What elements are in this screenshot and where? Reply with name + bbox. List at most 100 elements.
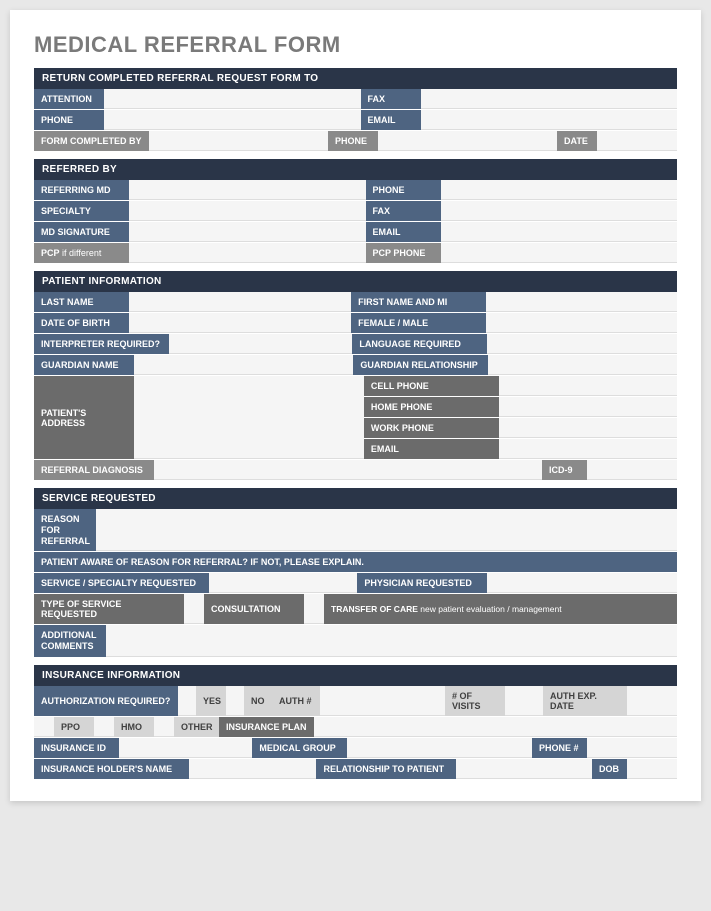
field-yes[interactable]	[178, 686, 196, 716]
field-home-phone[interactable]	[499, 397, 677, 417]
label-other: OTHER	[174, 717, 219, 737]
field-icd9[interactable]	[587, 460, 677, 480]
field-pt-email[interactable]	[499, 439, 677, 459]
field-pcp-phone[interactable]	[441, 243, 678, 263]
field-auth-exp[interactable]	[627, 686, 677, 716]
field-ref-diagnosis[interactable]	[154, 460, 542, 480]
label-guardian-rel: GUARDIAN RELATIONSHIP	[353, 355, 488, 375]
field-specialty-req[interactable]	[209, 573, 357, 593]
label-no: NO	[244, 686, 272, 716]
section-insurance: INSURANCE INFORMATION AUTHORIZATION REQU…	[34, 665, 677, 779]
label-md-signature: MD SIGNATURE	[34, 222, 129, 242]
referred-header: REFERRED BY	[34, 159, 677, 180]
field-specialty[interactable]	[129, 201, 366, 221]
label-interpreter: INTERPRETER REQUIRED?	[34, 334, 169, 354]
label-transfer: TRANSFER OF CARE new patient evaluation …	[324, 594, 677, 624]
field-ref-phone[interactable]	[441, 180, 678, 200]
field-type-check2[interactable]	[304, 594, 324, 624]
field-referring-md[interactable]	[129, 180, 366, 200]
label-address: PATIENT'S ADDRESS	[34, 376, 134, 459]
field-phone2[interactable]	[378, 131, 557, 151]
field-fax[interactable]	[421, 89, 678, 109]
field-ppo[interactable]	[34, 717, 54, 737]
insurance-header: INSURANCE INFORMATION	[34, 665, 677, 686]
field-ref-fax[interactable]	[441, 201, 678, 221]
label-physician-req: PHYSICIAN REQUESTED	[357, 573, 487, 593]
field-guardian-rel[interactable]	[488, 355, 677, 375]
label-ref-phone: PHONE	[366, 180, 441, 200]
label-phone2: PHONE	[328, 131, 378, 151]
label-consultation: CONSULTATION	[204, 594, 304, 624]
field-ins-phone[interactable]	[587, 738, 677, 758]
label-pt-email: EMAIL	[364, 439, 499, 459]
field-cell-phone[interactable]	[499, 376, 677, 396]
patient-header: PATIENT INFORMATION	[34, 271, 677, 292]
label-type-req: TYPE OF SERVICE REQUESTED	[34, 594, 184, 624]
label-auth-num: AUTH #	[272, 686, 320, 716]
label-yes: YES	[196, 686, 226, 716]
field-visits[interactable]	[505, 686, 543, 716]
label-med-group: MEDICAL GROUP	[252, 738, 347, 758]
field-guardian-name[interactable]	[134, 355, 353, 375]
field-language[interactable]	[487, 334, 677, 354]
label-plan: INSURANCE PLAN	[219, 717, 314, 737]
label-ref-diagnosis: REFERRAL DIAGNOSIS	[34, 460, 154, 480]
label-fax: FAX	[361, 89, 421, 109]
field-interpreter[interactable]	[169, 334, 352, 354]
field-holder[interactable]	[189, 759, 316, 779]
field-first-name[interactable]	[486, 292, 677, 312]
field-phone[interactable]	[104, 110, 361, 130]
form-page: MEDICAL REFERRAL FORM RETURN COMPLETED R…	[10, 10, 701, 801]
label-pcp-phone: PCP PHONE	[366, 243, 441, 263]
field-date[interactable]	[597, 131, 677, 151]
field-type-check1[interactable]	[184, 594, 204, 624]
label-attention: ATTENTION	[34, 89, 104, 109]
label-icd9: ICD-9	[542, 460, 587, 480]
field-last-name[interactable]	[129, 292, 351, 312]
field-completed-by[interactable]	[149, 131, 328, 151]
label-first-name: FIRST NAME AND MI	[351, 292, 486, 312]
field-md-signature[interactable]	[129, 222, 366, 242]
label-home-phone: HOME PHONE	[364, 397, 499, 417]
field-address[interactable]	[134, 376, 364, 459]
field-ins-id[interactable]	[119, 738, 252, 758]
label-completed-by: FORM COMPLETED BY	[34, 131, 149, 151]
label-hmo: HMO	[114, 717, 154, 737]
field-ins-dob[interactable]	[627, 759, 677, 779]
label-language: LANGUAGE REQUIRED	[352, 334, 487, 354]
field-plan[interactable]	[314, 717, 677, 737]
label-auth-req: AUTHORIZATION REQUIRED?	[34, 686, 178, 716]
field-dob[interactable]	[129, 313, 351, 333]
field-comments[interactable]	[106, 625, 677, 657]
field-pcp[interactable]	[129, 243, 366, 263]
field-reason[interactable]	[96, 509, 677, 551]
field-relationship[interactable]	[456, 759, 592, 779]
label-dob: DATE OF BIRTH	[34, 313, 129, 333]
section-patient: PATIENT INFORMATION LAST NAME FIRST NAME…	[34, 271, 677, 480]
label-holder: INSURANCE HOLDER'S NAME	[34, 759, 189, 779]
label-visits: # OF VISITS	[445, 686, 505, 716]
field-gender[interactable]	[486, 313, 677, 333]
field-physician-req[interactable]	[487, 573, 677, 593]
label-email: EMAIL	[361, 110, 421, 130]
label-aware: PATIENT AWARE OF REASON FOR REFERRAL? IF…	[34, 552, 677, 572]
field-attention[interactable]	[104, 89, 361, 109]
field-med-group[interactable]	[347, 738, 532, 758]
label-guardian-name: GUARDIAN NAME	[34, 355, 134, 375]
label-work-phone: WORK PHONE	[364, 418, 499, 438]
label-ins-phone: PHONE #	[532, 738, 587, 758]
section-service: SERVICE REQUESTED REASON FOR REFERRAL PA…	[34, 488, 677, 657]
field-hmo[interactable]	[94, 717, 114, 737]
label-specialty: SPECIALTY	[34, 201, 129, 221]
field-work-phone[interactable]	[499, 418, 677, 438]
label-referring-md: REFERRING MD	[34, 180, 129, 200]
label-ins-dob: DOB	[592, 759, 627, 779]
field-auth-num[interactable]	[320, 686, 445, 716]
field-ref-email[interactable]	[441, 222, 678, 242]
field-email[interactable]	[421, 110, 678, 130]
field-no[interactable]	[226, 686, 244, 716]
label-auth-exp: AUTH EXP. DATE	[543, 686, 627, 716]
field-other[interactable]	[154, 717, 174, 737]
label-ppo: PPO	[54, 717, 94, 737]
label-specialty-req: SERVICE / SPECIALTY REQUESTED	[34, 573, 209, 593]
